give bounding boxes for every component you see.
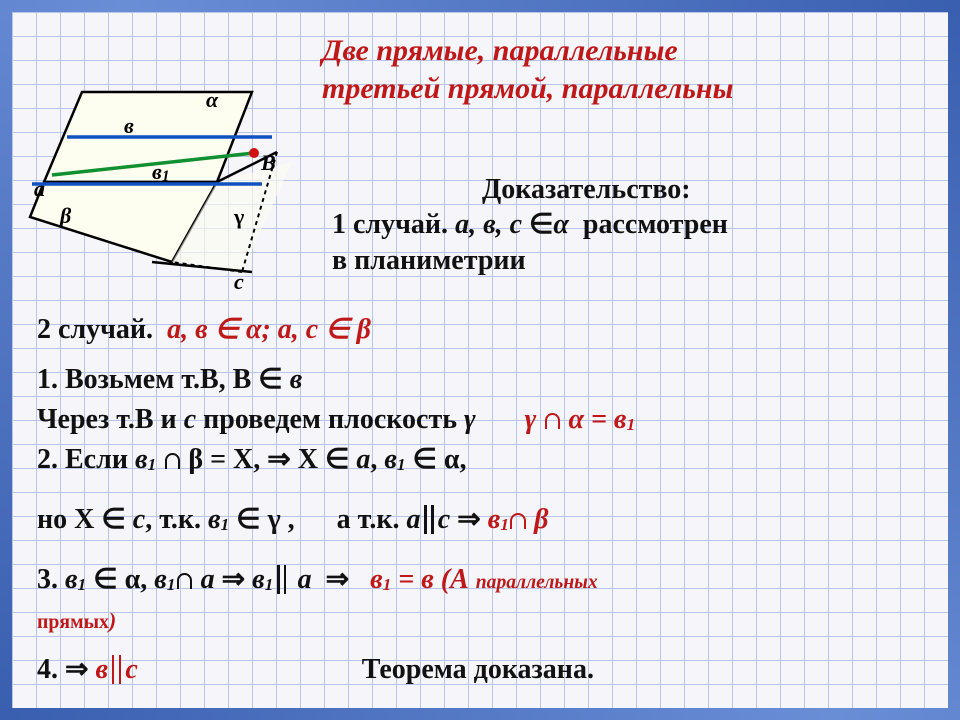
label-b1: в1 — [152, 159, 170, 185]
step-1b: Через т.В и с проведем плоскость γ γ α =… — [37, 402, 937, 438]
label-gamma: γ — [234, 204, 244, 230]
point-b — [249, 148, 259, 158]
geometry-diagram: α в В в1 а β γ с — [22, 77, 322, 297]
diagram-svg — [22, 77, 322, 307]
proof-heading: Доказательство: — [482, 172, 952, 208]
label-alpha: α — [206, 87, 218, 113]
label-B: В — [261, 150, 276, 176]
label-beta: β — [60, 203, 71, 229]
step-2: 2. Если в1 β = Х, ⇒ Х ∈ а, в1 ∈ α, — [37, 442, 937, 478]
label-c: с — [234, 269, 244, 295]
step-4: 4. ⇒ вс Теорема доказана. — [37, 652, 937, 688]
title-line-1: Две прямые, параллельные — [322, 32, 942, 70]
label-a: а — [34, 176, 45, 202]
step-2b: но Х ∈ с, т.к. в1 ∈ γ , а т.к. ас ⇒ в1 β — [37, 502, 937, 538]
title-line-2: третьей прямой, параллельны — [322, 70, 942, 108]
case-1: 1 случай. а, в, с ∈α рассмотрен в планим… — [332, 207, 952, 280]
slide: Две прямые, параллельные третьей прямой,… — [0, 0, 960, 720]
step-3: 3. в1 ∈ α, в1 а ⇒ в1 а ⇒ в1 = в (А парал… — [37, 562, 947, 598]
label-b: в — [124, 113, 134, 139]
case-2: 2 случай. а, в ∈ α; а, с ∈ β — [37, 312, 937, 348]
step-3-tail: прямых) — [37, 607, 116, 636]
step-1a: 1. Возьмем т.В, В ∈ в — [37, 362, 937, 398]
theorem-title: Две прямые, параллельные третьей прямой,… — [322, 32, 942, 107]
